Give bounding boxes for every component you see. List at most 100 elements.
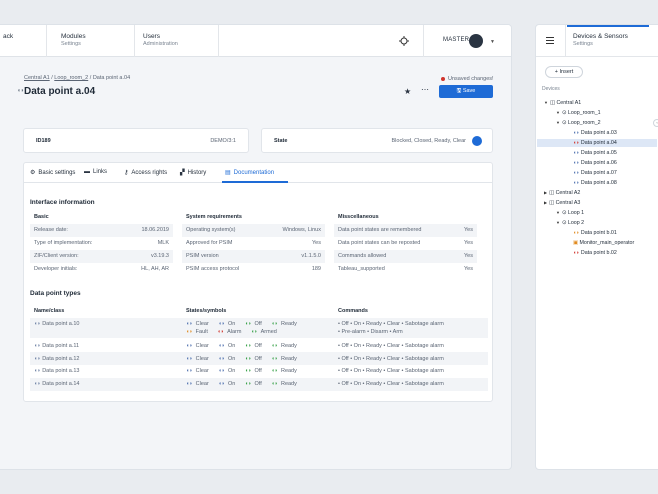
tree-item-monitor[interactable]: ▣ Monitor_main_operator: [573, 239, 634, 247]
data-point-icon: ◖◗: [34, 368, 43, 374]
state-symbol: ◖◗ Clear: [186, 381, 209, 387]
basic-row: Type of implementation: MLK: [30, 237, 173, 250]
state-symbol: ◖◗ Clear: [186, 321, 209, 327]
tab-documentation[interactable]: ▤ Documentation: [225, 169, 274, 176]
tree-item-data-point[interactable]: ◖◗ Data point a.05: [573, 149, 617, 157]
active-tab-indicator: [222, 181, 288, 183]
chevron-down-icon[interactable]: ▼: [556, 120, 560, 125]
row-key: Tableau_supported: [338, 266, 385, 272]
nav-tab-modules[interactable]: Modules Settings: [55, 25, 135, 57]
breadcrumb-link[interactable]: Loop_room_2: [54, 75, 89, 81]
state-label: Ready: [280, 381, 297, 387]
tree-item-loop-1[interactable]: ▼ ⊙ Loop 1: [556, 209, 584, 217]
breadcrumb-separator: /: [51, 75, 55, 81]
star-icon[interactable]: ★: [404, 87, 412, 96]
tree-item-data-point[interactable]: ◖◗ Data point b.01: [573, 229, 617, 237]
tab-basic-settings[interactable]: ⚙ Basic settings: [30, 169, 75, 176]
document-icon: ▤: [225, 170, 231, 176]
commands-line: • Off • On • Ready • Clear • Sabotage al…: [338, 321, 444, 327]
state-symbol: ◖◗ Alarm: [217, 329, 241, 335]
nav-tab-subtitle: Administration: [143, 41, 178, 47]
nav-tab-users[interactable]: Users Administration: [135, 25, 219, 57]
tree-item-data-point[interactable]: ◖◗ Data point a.07: [573, 169, 617, 177]
avatar[interactable]: [469, 34, 483, 48]
tree-item-data-point[interactable]: ◖◗ Data point a.06: [573, 159, 617, 167]
tree-item-loop-room-1[interactable]: ▼ ⊙ Loop_room_1: [556, 109, 601, 117]
documentation-panel: ⚙ Basic settings ▬ Links ⚷ Access rights ▞ H…: [23, 162, 493, 402]
loop-icon: ⊙: [561, 210, 568, 216]
table-row: ◖◗ Data point a.10 ◖◗ Clear ◖◗ On ◖◗ Off ◖◗…: [30, 318, 488, 338]
chevron-down-icon[interactable]: ▼: [556, 110, 560, 115]
tab-devices-sensors[interactable]: Devices & Sensors Settings: [573, 33, 628, 47]
commands-line: • Off • On • Ready • Clear • Sabotage al…: [338, 356, 444, 362]
tree-item-label: Loop_room_1: [567, 110, 601, 116]
chevron-down-icon[interactable]: ▼: [544, 100, 548, 105]
row-value: Yes: [464, 240, 473, 246]
tree-item-label: Data point a.05: [580, 150, 617, 156]
tree-item-data-point[interactable]: ◖◗ Data point b.02: [573, 249, 617, 257]
misc-row: Commands allowed Yes: [334, 250, 477, 263]
state-label: Off: [254, 381, 262, 387]
tree-item-data-point-selected[interactable]: ◖◗ Data point a.04: [537, 139, 657, 147]
row-name-text: Data point a.13: [42, 368, 80, 374]
tab-bar: ⚙ Basic settings ▬ Links ⚷ Access rights ▞ H…: [24, 163, 492, 183]
tab-links[interactable]: ▬ Links: [84, 169, 107, 175]
tree-item-label: Data point a.08: [580, 180, 617, 186]
state-icon: ◖◗: [186, 368, 193, 374]
nav-tab-back[interactable]: ack: [0, 25, 47, 57]
loop-icon: ⊙: [561, 120, 568, 126]
tab-access-rights[interactable]: ⚷ Access rights: [124, 169, 167, 176]
state-label: Clear: [195, 321, 209, 327]
state-symbol: ◖◗ Ready: [271, 368, 297, 374]
tree-item-label: Monitor_main_operator: [579, 240, 635, 246]
misc-row: Data point states are remembered Yes: [334, 224, 477, 237]
state-symbol: ◖◗ Clear: [186, 368, 209, 374]
state-symbol: ◖◗ On: [218, 381, 235, 387]
state-icon: ◖◗: [186, 343, 193, 349]
system-row: PSIM version v1.1.5.0: [182, 250, 325, 263]
col-header-states: States/symbols: [186, 308, 227, 314]
tab-label: Documentation: [233, 170, 275, 176]
tree-item-central-a3[interactable]: ▶ ◫ Central A3: [544, 199, 580, 207]
menu-icon[interactable]: [546, 37, 554, 44]
loop-icon: ⊙: [561, 220, 568, 226]
row-key: PSIM version: [186, 253, 219, 259]
row-name: ◖◗ Data point a.11: [34, 343, 79, 349]
chevron-right-icon[interactable]: ▶: [544, 190, 548, 195]
state-label: Clear: [195, 368, 209, 374]
chevron-down-icon[interactable]: ▼: [556, 220, 560, 225]
state-icon: ◖◗: [271, 343, 278, 349]
user-name[interactable]: MASTER: [443, 37, 470, 43]
tree-item-label: Data point a.06: [580, 160, 617, 166]
chevron-left-icon[interactable]: ‹: [653, 119, 658, 127]
table-row: ◖◗ Data point a.13 ◖◗ Clear ◖◗ On ◖◗ Off ◖◗…: [30, 365, 488, 378]
row-value: HL, AH, AR: [141, 266, 169, 272]
tab-history[interactable]: ▞ History: [180, 169, 206, 176]
breadcrumb-link[interactable]: Central A1: [24, 75, 50, 81]
more-icon[interactable]: ⋯: [421, 85, 429, 94]
tree-item-central-a2[interactable]: ▶ ◫ Central A2: [544, 189, 580, 197]
state-label: Ready: [280, 343, 297, 349]
chevron-down-icon[interactable]: ▼: [490, 39, 495, 45]
row-key: Commands allowed: [338, 253, 387, 259]
data-point-icon: ◖◗: [573, 130, 581, 136]
save-button[interactable]: 🖫 Save: [439, 85, 493, 98]
id-value: DEMO/3:1: [210, 138, 236, 144]
chevron-down-icon[interactable]: ▼: [556, 210, 560, 215]
refresh-icon[interactable]: [472, 136, 482, 146]
insert-button[interactable]: + Insert: [545, 66, 583, 78]
save-label: Save: [462, 88, 476, 94]
network-icon[interactable]: [399, 36, 409, 46]
tree-item-data-point[interactable]: ◖◗ Data point a.08: [573, 179, 617, 187]
state-label: Off: [254, 356, 262, 362]
tab-title: Devices & Sensors: [573, 33, 628, 40]
tree-item-data-point[interactable]: ◖◗ Data point a.03: [573, 129, 617, 137]
tree-item-loop-2[interactable]: ▼ ⊙ Loop 2: [556, 219, 584, 227]
breadcrumb: Central A1 / Loop_room_2 / Data point a.…: [24, 75, 130, 81]
chevron-right-icon[interactable]: ▶: [544, 200, 548, 205]
row-value: 189: [311, 266, 321, 272]
tree-item-central-a1[interactable]: ▼ ◫ Central A1: [544, 99, 581, 107]
state-symbol: ◖◗ Off: [245, 343, 262, 349]
state-symbol: ◖◗ On: [218, 343, 235, 349]
tree-item-loop-room-2[interactable]: ▼ ⊙ Loop_room_2: [556, 119, 601, 127]
